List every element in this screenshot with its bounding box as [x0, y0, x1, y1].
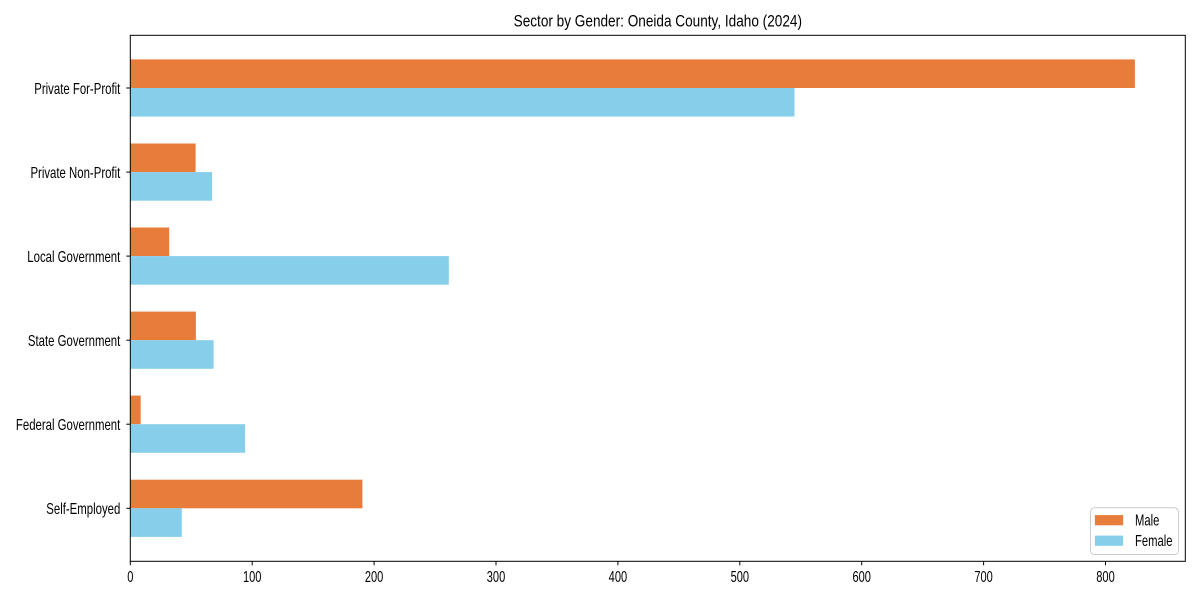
svg-text:Self-Employed: Self-Employed: [46, 500, 120, 517]
svg-text:Sector by Gender: Oneida Count: Sector by Gender: Oneida County, Idaho (…: [514, 12, 802, 31]
svg-text:500: 500: [731, 568, 749, 585]
svg-text:Private For-Profit: Private For-Profit: [34, 80, 120, 97]
svg-text:400: 400: [609, 568, 627, 585]
svg-text:300: 300: [487, 568, 505, 585]
svg-text:Private Non-Profit: Private Non-Profit: [30, 164, 120, 181]
svg-text:Male: Male: [1135, 512, 1159, 529]
svg-text:Federal Government: Federal Government: [16, 416, 121, 433]
svg-text:Female: Female: [1135, 532, 1172, 549]
svg-text:600: 600: [852, 568, 870, 585]
svg-text:Local Government: Local Government: [27, 248, 120, 265]
svg-text:0: 0: [127, 568, 133, 585]
svg-text:100: 100: [243, 568, 261, 585]
svg-text:200: 200: [365, 568, 383, 585]
svg-text:700: 700: [974, 568, 992, 585]
svg-text:800: 800: [1096, 568, 1114, 585]
svg-text:State Government: State Government: [28, 332, 121, 349]
